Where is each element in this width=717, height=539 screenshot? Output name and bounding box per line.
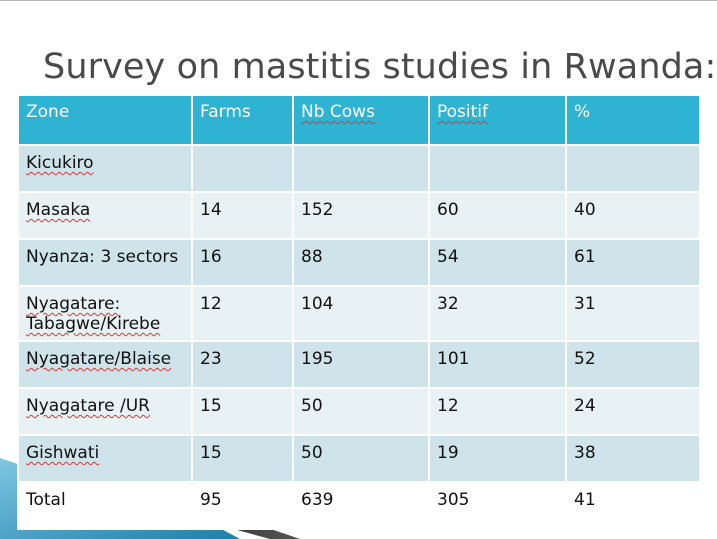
- cows-cell: 152: [292, 191, 430, 240]
- slide-top-border: [0, 0, 717, 1]
- percent-cell: 24: [565, 387, 701, 436]
- zone-label: Masaka: [26, 200, 91, 220]
- farms-cell: 12: [191, 285, 294, 342]
- cows-cell: 88: [292, 238, 430, 287]
- cows-cell: 104: [292, 285, 430, 342]
- positive-cell: 19: [428, 434, 567, 483]
- cows-cell: 50: [292, 434, 430, 483]
- zone-label: Nyagatare /UR: [26, 396, 150, 416]
- zone-cell: Nyagatare/Blaise: [17, 340, 193, 389]
- farms-cell: 16: [191, 238, 294, 287]
- survey-table: Zone Farms Nb Cows Positif % Kicukiro Ma…: [17, 94, 701, 530]
- table-row: Nyagatare/Blaise 23 195 101 52: [17, 340, 701, 389]
- table-row: Nyagatare /UR 15 50 12 24: [17, 387, 701, 436]
- table-header-row: Zone Farms Nb Cows Positif %: [17, 94, 701, 146]
- positive-cell: 101: [428, 340, 567, 389]
- positive-cell: [428, 144, 567, 193]
- zone-label: Nyagatare: Tabagwe/Kirebe: [26, 294, 161, 334]
- percent-cell: 41: [565, 481, 701, 530]
- percent-cell: 31: [565, 285, 701, 342]
- farms-cell: 95: [191, 481, 294, 530]
- positive-cell: 305: [428, 481, 567, 530]
- header-zone: Zone: [17, 94, 193, 146]
- header-nb-cows: Nb Cows: [292, 94, 430, 146]
- positive-cell: 54: [428, 238, 567, 287]
- percent-cell: 52: [565, 340, 701, 389]
- zone-cell: Gishwati: [17, 434, 193, 483]
- cows-cell: 195: [292, 340, 430, 389]
- zone-label: Gishwati: [26, 443, 100, 463]
- percent-cell: 61: [565, 238, 701, 287]
- zone-cell: Nyagatare: Tabagwe/Kirebe: [17, 285, 193, 342]
- table-row: Masaka 14 152 60 40: [17, 191, 701, 240]
- positive-cell: 32: [428, 285, 567, 342]
- zone-label: Total: [26, 490, 66, 510]
- table-row: Gishwati 15 50 19 38: [17, 434, 701, 483]
- header-positif-label: Positif: [437, 102, 488, 122]
- farms-cell: [191, 144, 294, 193]
- percent-cell: 40: [565, 191, 701, 240]
- zone-cell: Masaka: [17, 191, 193, 240]
- percent-cell: 38: [565, 434, 701, 483]
- cows-cell: [292, 144, 430, 193]
- header-percent: %: [565, 94, 701, 146]
- zone-label: Kicukiro: [26, 153, 94, 173]
- positive-cell: 12: [428, 387, 567, 436]
- farms-cell: 23: [191, 340, 294, 389]
- cows-cell: 50: [292, 387, 430, 436]
- table-row-total: Total 95 639 305 41: [17, 481, 701, 530]
- farms-cell: 15: [191, 387, 294, 436]
- cows-cell: 639: [292, 481, 430, 530]
- zone-cell: Nyagatare /UR: [17, 387, 193, 436]
- header-nb-cows-label: Nb Cows: [301, 102, 375, 122]
- positive-cell: 60: [428, 191, 567, 240]
- header-positif: Positif: [428, 94, 567, 146]
- zone-label: Nyagatare/Blaise: [26, 349, 172, 369]
- slide-title: Survey on mastitis studies in Rwanda:: [43, 47, 717, 87]
- table-row: Nyagatare: Tabagwe/Kirebe 12 104 32 31: [17, 285, 701, 342]
- farms-cell: 15: [191, 434, 294, 483]
- table-row: Kicukiro: [17, 144, 701, 193]
- zone-cell: Kicukiro: [17, 144, 193, 193]
- zone-label: Nyanza: 3 sectors: [26, 247, 179, 267]
- header-farms: Farms: [191, 94, 294, 146]
- table-row: Nyanza: 3 sectors 16 88 54 61: [17, 238, 701, 287]
- zone-cell: Nyanza: 3 sectors: [17, 238, 193, 287]
- farms-cell: 14: [191, 191, 294, 240]
- zone-cell: Total: [17, 481, 193, 530]
- percent-cell: [565, 144, 701, 193]
